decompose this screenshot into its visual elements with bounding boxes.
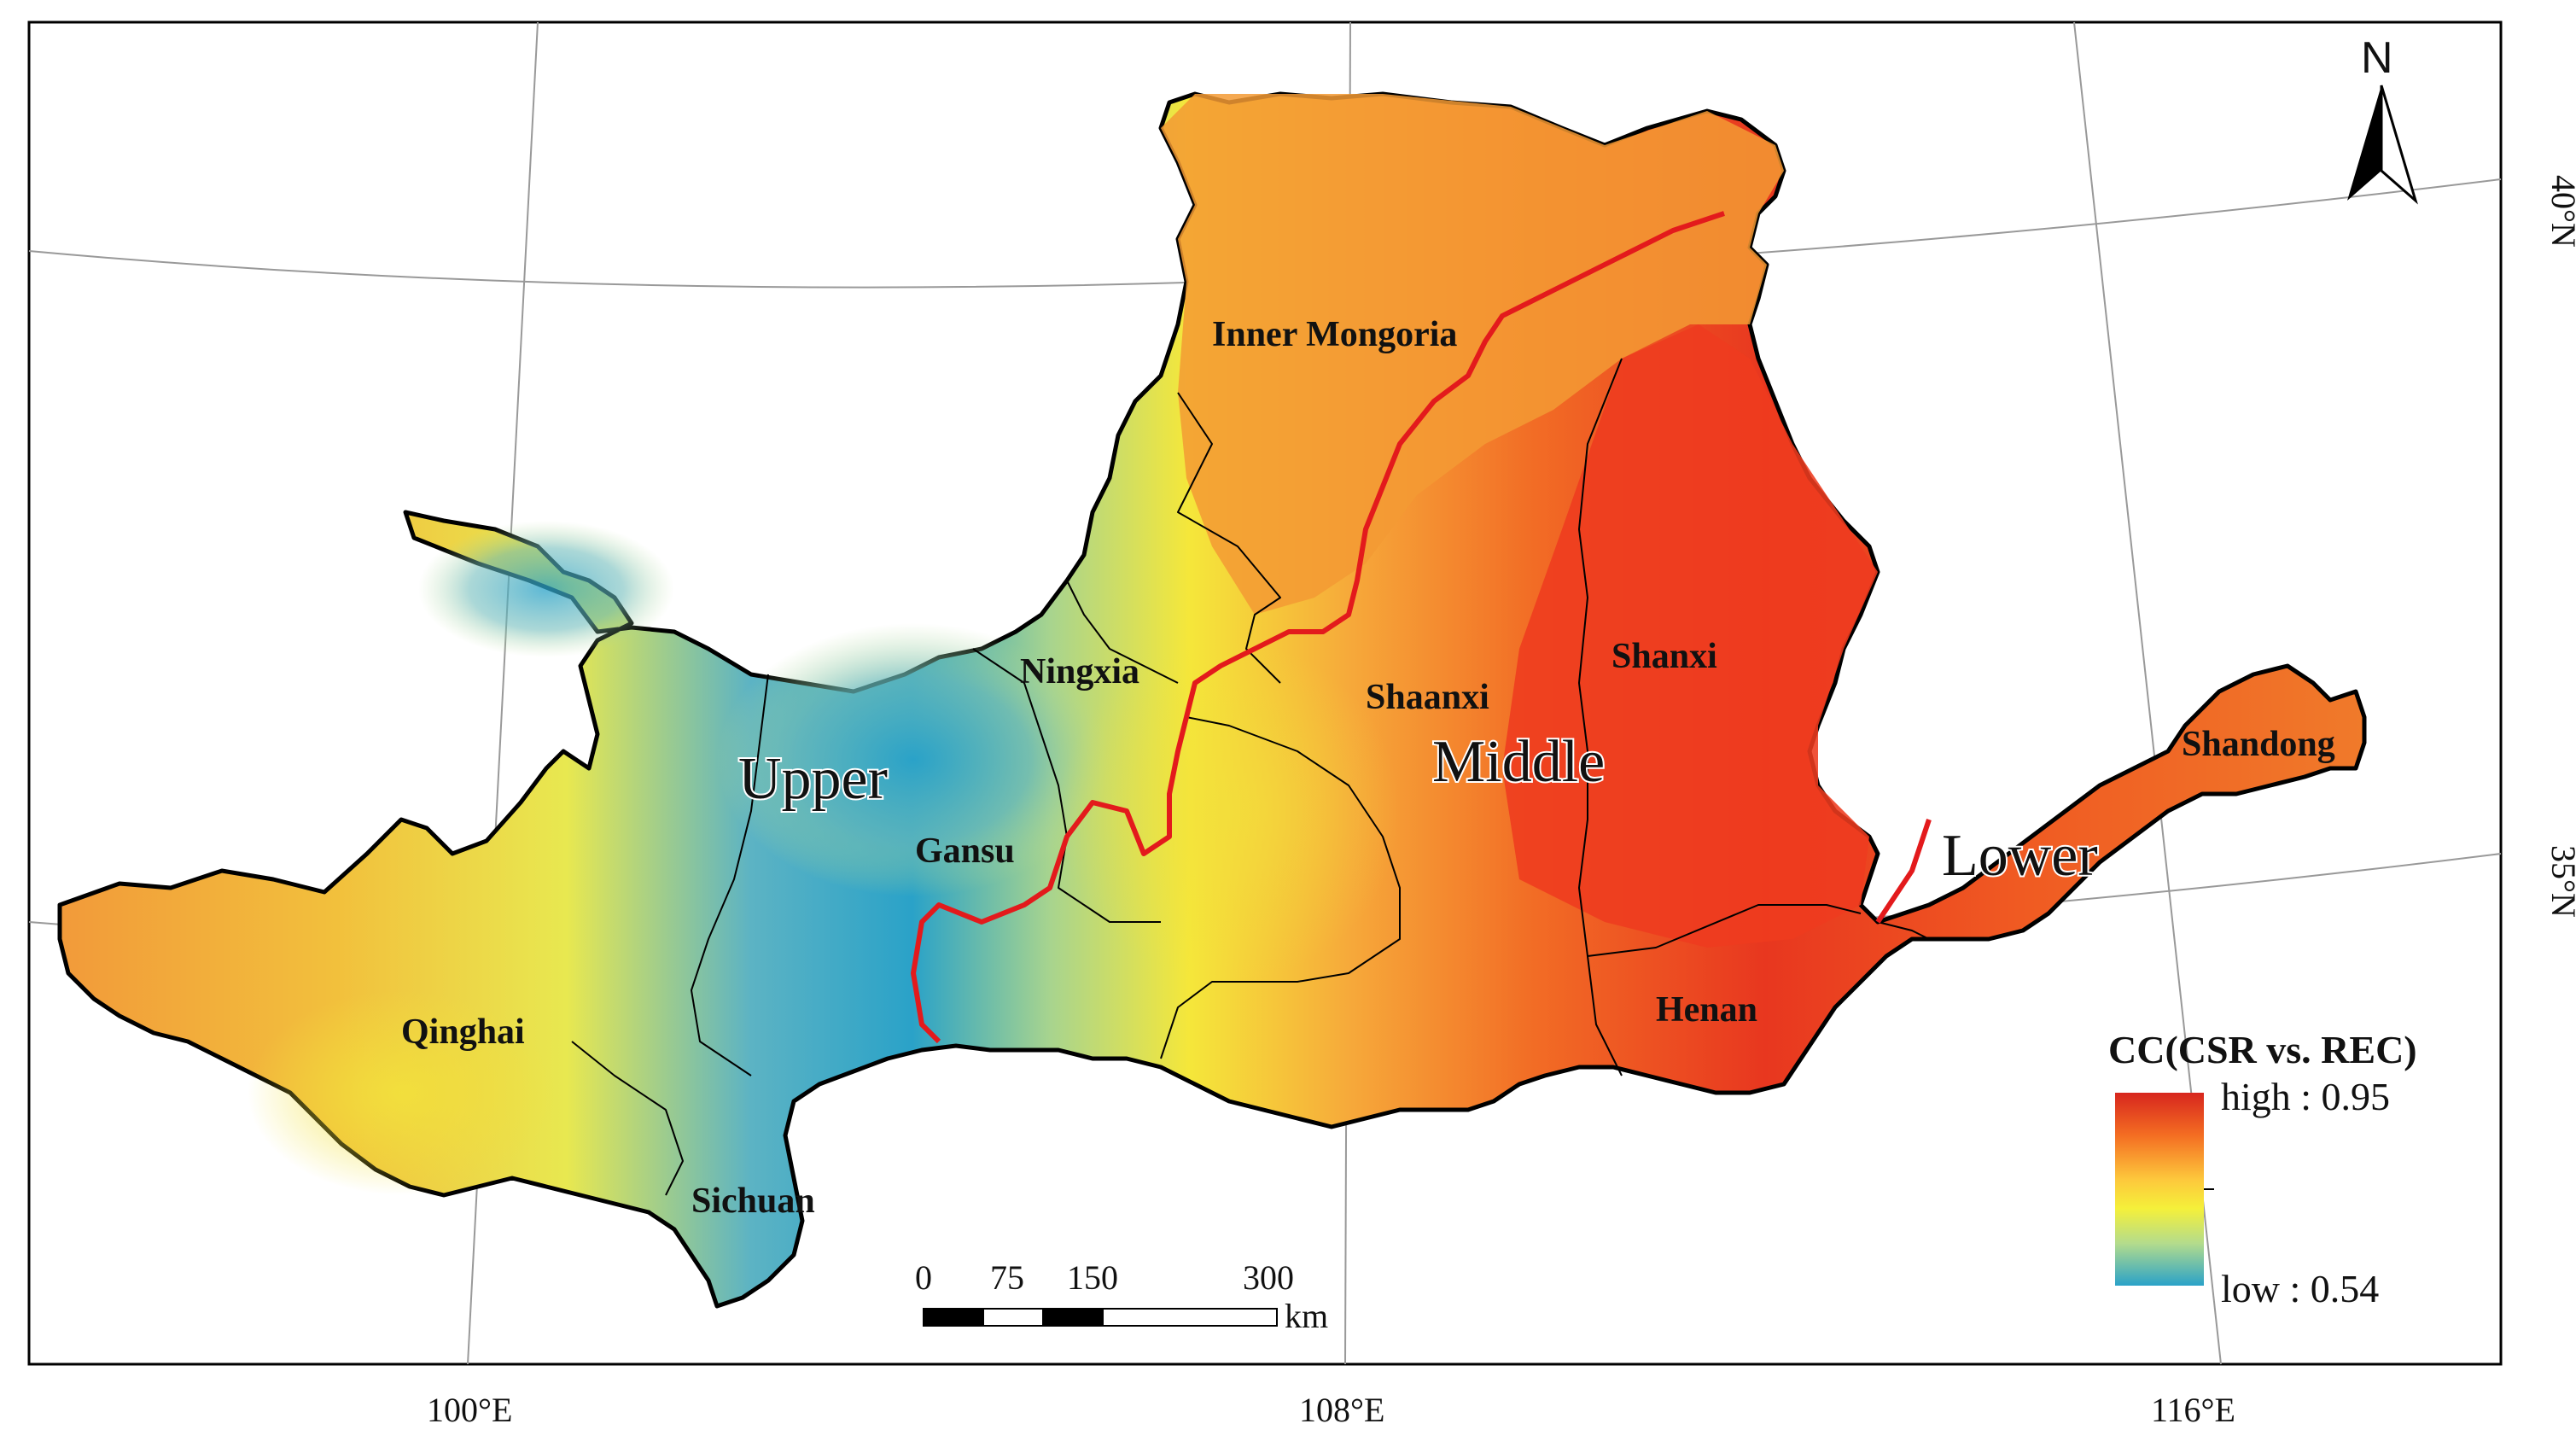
label-henan: Henan <box>1656 990 1757 1030</box>
lon-label-100e: 100°E <box>427 1391 512 1429</box>
legend-high-label: high : 0.95 <box>2221 1075 2390 1118</box>
border-qinghai-gansu <box>691 674 769 1076</box>
inner-mongoria-loop <box>1161 94 1784 615</box>
south-yellow-zone <box>248 990 555 1195</box>
scale-segment-4 <box>1102 1308 1278 1327</box>
border-shaanxi-gansu <box>1160 716 1401 1059</box>
coordinate-labels: 100°E 108°E 116°E 40°N 35°N <box>427 175 2576 1429</box>
region-borders <box>911 211 1932 1044</box>
lat-label-40n: 40°N <box>2544 175 2576 248</box>
border-ningxia-inner <box>1066 580 1179 684</box>
lon-label-108e: 108°E <box>1299 1391 1384 1429</box>
label-gansu: Gansu <box>915 831 1015 871</box>
scale-tick-0: 0 <box>915 1258 932 1297</box>
lat-label-35n: 35°N <box>2544 845 2576 918</box>
border-shanxi-henan <box>1587 904 1862 957</box>
province-labels: Inner Mongoria Ningxia Shaanxi Shanxi Ga… <box>401 315 2335 1221</box>
label-shanxi: Shanxi <box>1611 637 1717 676</box>
north-arrow-icon: N <box>2347 33 2418 205</box>
upper-low-zone <box>717 623 1110 896</box>
label-ningxia: Ningxia <box>1020 652 1139 691</box>
label-upper: Upper <box>738 746 888 812</box>
label-qinghai: Qinghai <box>401 1012 525 1052</box>
middle-yellow-zone <box>1058 640 1400 982</box>
legend-title: CC(CSR vs. REC) <box>2108 1028 2417 1071</box>
label-middle: Middle <box>1432 729 1605 795</box>
scale-segment-1 <box>923 1308 984 1327</box>
label-lower: Lower <box>1942 823 2098 889</box>
label-shaanxi: Shaanxi <box>1366 678 1489 717</box>
lon-label-116e: 116°E <box>2151 1391 2235 1429</box>
province-borders <box>571 358 1930 1196</box>
scale-segment-3 <box>1042 1308 1104 1327</box>
label-sichuan: Sichuan <box>691 1182 815 1221</box>
legend: CC(CSR vs. REC) high : 0.95 low : 0.54 <box>2108 1028 2417 1310</box>
upper-low-zone-west <box>418 521 674 657</box>
legend-low-label: low : 0.54 <box>2221 1267 2379 1310</box>
border-qinghai-sichuan <box>571 1041 684 1196</box>
north-arrow-left-half <box>2347 85 2381 201</box>
border-gansu-ningxia <box>972 648 1161 923</box>
scale-tick-75: 75 <box>990 1258 1024 1297</box>
scale-tick-300: 300 <box>1243 1258 1294 1297</box>
north-arrow-right-half <box>2380 85 2418 205</box>
border-shaanxi-shanxi <box>1578 358 1623 1076</box>
shanxi-red-zone <box>1502 324 1878 948</box>
legend-color-ramp <box>2115 1093 2204 1286</box>
upper-middle-boundary <box>911 211 1725 1044</box>
scale-unit: km <box>1285 1297 1328 1335</box>
border-henan-shandong <box>1877 921 1930 940</box>
basin-raster <box>57 91 2367 1309</box>
scale-segment-2 <box>982 1308 1044 1327</box>
label-shandong: Shandong <box>2182 725 2335 764</box>
border-inner-shaanxi <box>1177 392 1281 684</box>
scale-tick-150: 150 <box>1067 1258 1118 1297</box>
scale-bar: 0 75 150 300 km <box>915 1258 1328 1335</box>
region-labels: Upper Middle Lower <box>737 727 2100 890</box>
label-inner-mongoria: Inner Mongoria <box>1212 315 1457 354</box>
north-label: N <box>2361 33 2393 83</box>
middle-lower-boundary <box>1875 819 1932 924</box>
